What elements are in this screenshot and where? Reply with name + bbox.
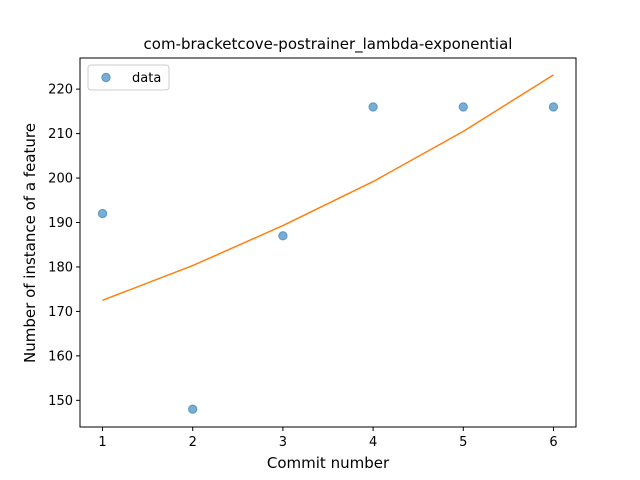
plot-frame bbox=[79, 57, 577, 428]
y-tick-label: 160 bbox=[48, 349, 73, 364]
y-tick-label: 190 bbox=[48, 216, 73, 231]
fit-line bbox=[102, 74, 554, 301]
data-point bbox=[278, 231, 288, 241]
y-axis-label: Number of instance of a feature bbox=[21, 123, 39, 363]
x-axis-label: Commit number bbox=[267, 454, 390, 472]
plot-area: 1 2 3 4 5 6 150 160 170 180 190 200 210 220 data bbox=[48, 57, 577, 450]
y-tick-label: 180 bbox=[48, 260, 73, 275]
legend: data bbox=[87, 64, 170, 91]
legend-box bbox=[87, 64, 170, 91]
y-tick-label: 220 bbox=[48, 83, 73, 98]
data-point bbox=[368, 102, 378, 112]
y-tick-label: 150 bbox=[48, 394, 73, 409]
chart-title: com-bracketcove-postrainer_lambda-expone… bbox=[144, 35, 513, 54]
y-tick-label: 210 bbox=[48, 127, 73, 142]
data-point bbox=[188, 404, 198, 414]
data-point bbox=[97, 208, 108, 219]
legend-marker bbox=[101, 72, 111, 83]
data-point bbox=[548, 102, 559, 112]
x-tick-label: 6 bbox=[549, 435, 557, 450]
x-tick-label: 1 bbox=[98, 435, 106, 450]
x-tick-label: 5 bbox=[459, 435, 467, 450]
data-point bbox=[458, 102, 468, 112]
y-tick-label: 200 bbox=[48, 172, 73, 187]
legend-label: data bbox=[132, 71, 161, 86]
x-tick-label: 2 bbox=[189, 435, 197, 450]
y-tick-label: 170 bbox=[48, 305, 73, 320]
x-tick-label: 3 bbox=[279, 435, 287, 450]
x-tick-label: 4 bbox=[369, 435, 377, 450]
